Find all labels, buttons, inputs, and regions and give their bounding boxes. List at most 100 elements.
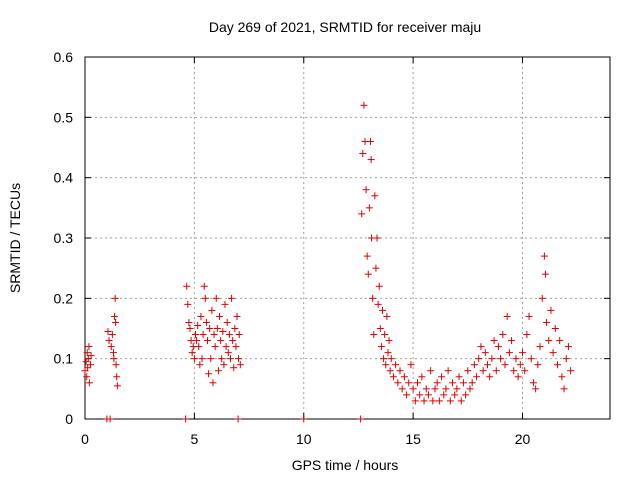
data-point [85,379,93,387]
data-point [360,101,368,109]
data-point [204,337,211,345]
data-point [462,391,470,399]
data-point [106,415,114,423]
tick-labels: 0 0.1 0.2 0.3 0.4 0.5 0.6 0 5 10 15 20 [54,49,531,447]
data-point [449,379,456,387]
data-point [494,343,502,351]
y-tick-label: 0.6 [54,49,74,65]
data-point [107,343,115,351]
data-point [207,355,215,363]
data-point [551,325,559,332]
data-point [470,361,478,369]
data-point [191,331,199,339]
chart-title: Day 269 of 2021, SRMTID for receiver maj… [209,19,481,35]
data-point [364,270,372,278]
data-point [183,282,191,290]
data-point [464,367,472,375]
data-point [556,337,564,345]
data-point [540,252,548,260]
data-point [387,355,395,363]
data-point [372,264,380,272]
x-tick-label: 10 [296,431,312,447]
data-point [392,361,400,369]
x-axis-label: GPS time / hours [292,457,399,473]
data-point [488,355,496,363]
y-axis-label: SRMTID / TECUs [7,183,23,293]
data-point [185,318,193,326]
x-tick-label: 0 [81,431,89,447]
data-point [208,306,216,314]
data-point [562,355,570,363]
data-point [446,397,454,405]
data-point [212,294,220,302]
data-point [564,343,572,351]
data-point [230,364,238,372]
data-point [521,367,529,375]
data-point [486,373,494,381]
data-point [497,355,505,363]
data-point [431,385,439,393]
data-point [211,343,219,351]
data-point [516,361,524,369]
data-point [453,385,461,393]
data-point [365,204,373,212]
data-point [567,367,575,375]
data-point [226,355,234,363]
data-point [206,325,214,332]
data-point [534,361,542,369]
data-point [219,328,227,336]
data-point [429,397,437,405]
data-point [398,385,406,393]
data-point [84,355,92,363]
data-point [359,150,367,158]
data-point [86,361,94,369]
data-point [490,337,498,345]
data-point [451,391,459,399]
data-point [438,373,446,381]
data-point [523,331,531,339]
data-point [532,385,540,393]
data-point [405,379,413,387]
data-point [484,361,491,369]
x-tick-label: 15 [405,431,421,447]
data-point [370,331,378,339]
data-point [104,328,112,336]
data-point [112,318,120,326]
data-point [300,415,308,423]
data-point [505,349,513,357]
data-point [394,379,402,387]
data-point [442,385,450,393]
data-point [233,312,241,320]
data-point [373,234,381,242]
data-point [235,331,243,339]
data-point [113,382,121,390]
data-point [525,312,533,320]
data-point [222,343,230,351]
data-point [83,349,91,357]
data-point [468,379,476,387]
data-point [112,361,120,369]
data-point [400,373,408,381]
data-point [492,367,500,375]
data-point [407,361,415,369]
data-point [362,186,370,194]
data-point [202,318,210,326]
data-point [433,379,441,387]
y-tick-label: 0.5 [54,109,74,125]
data-point [384,349,392,357]
data-point [113,373,121,381]
data-point [188,349,196,357]
x-tick-label: 5 [190,431,198,447]
data-point [371,192,379,200]
data-point [538,294,546,302]
data-point [83,373,91,381]
data-point [382,361,390,369]
data-point [87,352,95,360]
data-point [105,337,113,345]
data-point [85,343,93,351]
data-point [514,373,522,381]
data-point [225,331,233,339]
data-point [403,391,411,399]
data-point [475,355,483,363]
data-point [508,337,516,345]
